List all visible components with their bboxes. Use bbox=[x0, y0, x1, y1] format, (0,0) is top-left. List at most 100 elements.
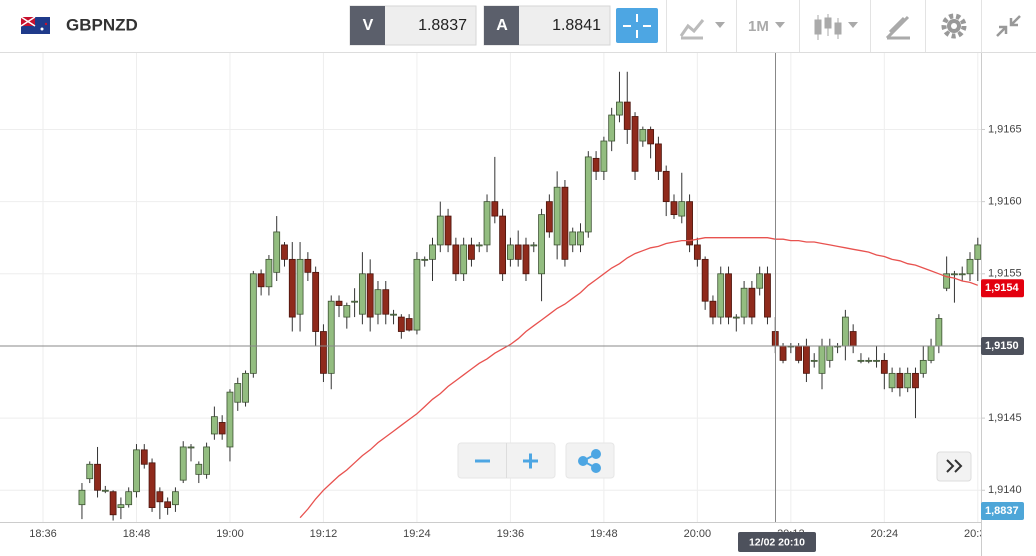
candle-body bbox=[101, 489, 109, 492]
candle-body bbox=[499, 215, 507, 275]
candle-body bbox=[803, 345, 810, 374]
chart-type-button[interactable] bbox=[679, 19, 705, 40]
x-tick-label: 20:36 bbox=[964, 528, 992, 540]
x-tick-label: 18:48 bbox=[123, 528, 151, 540]
candle-body bbox=[156, 491, 164, 503]
crosshair-icon bbox=[623, 14, 651, 38]
drawing-button[interactable] bbox=[885, 15, 910, 40]
candle-body bbox=[366, 273, 374, 318]
crosshair-button[interactable] bbox=[616, 8, 658, 43]
price-badge-label: 1,9150 bbox=[985, 340, 1019, 352]
candle-body bbox=[748, 287, 756, 318]
candle-body bbox=[249, 273, 257, 374]
candle-body bbox=[288, 258, 296, 318]
candle-body bbox=[140, 449, 148, 465]
x-tick-label: 19:48 bbox=[590, 528, 618, 540]
candle-body bbox=[413, 258, 421, 331]
zoom-controls bbox=[457, 442, 972, 482]
y-tick-label: 1,9155 bbox=[988, 268, 1022, 280]
candle-body bbox=[281, 244, 288, 260]
crosshair-time: 12/02 20:10 bbox=[749, 536, 805, 548]
candle-body bbox=[974, 244, 981, 260]
candle-body bbox=[865, 359, 873, 362]
ask-label: A bbox=[496, 17, 508, 34]
candle-body bbox=[257, 273, 265, 288]
bid-label-box bbox=[350, 6, 385, 45]
candle-body bbox=[195, 463, 203, 475]
candle-body bbox=[374, 289, 382, 315]
candle-body bbox=[397, 316, 405, 332]
price-badge bbox=[981, 279, 1024, 298]
candle-body bbox=[958, 273, 966, 276]
candle-body bbox=[904, 372, 912, 389]
candle-body bbox=[530, 244, 538, 247]
candle-body bbox=[623, 101, 631, 130]
candle-body bbox=[265, 258, 273, 288]
ask-label-box bbox=[484, 6, 519, 45]
candle-body bbox=[670, 201, 678, 216]
x-tick-label: 18:36 bbox=[29, 528, 57, 540]
candle-body bbox=[896, 372, 904, 389]
candle-body bbox=[86, 463, 94, 480]
candle-body bbox=[655, 143, 662, 172]
x-tick-label: 19:24 bbox=[403, 528, 431, 540]
flag-icon bbox=[20, 16, 50, 34]
candle-body bbox=[740, 287, 748, 318]
candle-body bbox=[382, 289, 390, 315]
candle-body bbox=[78, 489, 86, 506]
bid-badge-label: 1,8837 bbox=[985, 505, 1019, 517]
candle-body bbox=[608, 114, 616, 142]
candle-body bbox=[639, 129, 647, 142]
candle-body bbox=[725, 273, 732, 318]
candle-body bbox=[187, 446, 195, 449]
x-tick-label: 19:12 bbox=[310, 528, 338, 540]
candle-body bbox=[600, 140, 608, 172]
candle-body bbox=[491, 201, 499, 217]
candle-body bbox=[109, 491, 117, 516]
zoom-in-button[interactable] bbox=[523, 453, 538, 469]
candle-body bbox=[756, 273, 764, 289]
candle-body bbox=[203, 446, 210, 475]
settings-button[interactable] bbox=[941, 13, 967, 39]
candle-body bbox=[327, 300, 335, 374]
candle-body bbox=[335, 300, 343, 306]
dropdown-arrow bbox=[848, 22, 858, 28]
candle-body bbox=[273, 231, 281, 273]
candle-body bbox=[218, 422, 226, 435]
candle-body bbox=[133, 449, 140, 493]
candle-body bbox=[943, 273, 951, 289]
candle-body bbox=[919, 359, 927, 374]
y-tick-label: 1,9145 bbox=[988, 412, 1022, 424]
price-axis: 1,9140 1,9145 1,9150 1,9155 1,9160 1,9165 1,91… bbox=[981, 123, 1024, 520]
plot-area bbox=[0, 71, 981, 521]
candle-body bbox=[320, 331, 327, 374]
y-tick-label: 1,9165 bbox=[988, 123, 1022, 135]
moving-average-line bbox=[299, 237, 979, 519]
x-tick-label: 20:00 bbox=[684, 528, 712, 540]
candle-body bbox=[125, 491, 133, 506]
candle-body bbox=[296, 258, 304, 315]
x-tick-label: 19:00 bbox=[216, 528, 244, 540]
bid-badge bbox=[981, 502, 1024, 520]
candle-body bbox=[686, 201, 693, 246]
candle-body bbox=[647, 129, 655, 145]
timeframe-button[interactable]: 1M bbox=[748, 18, 769, 35]
candle-body bbox=[577, 231, 584, 246]
scroll-right-button[interactable] bbox=[946, 459, 963, 473]
candle-style-button[interactable] bbox=[814, 14, 842, 40]
bid-price: 1.8837 bbox=[418, 17, 467, 34]
candle-body bbox=[693, 244, 701, 260]
candle-body bbox=[561, 186, 569, 260]
candle-body bbox=[234, 383, 242, 403]
candle-body bbox=[444, 215, 452, 246]
candle-body bbox=[94, 463, 101, 491]
bid-label: V bbox=[363, 17, 374, 34]
candle-body bbox=[818, 345, 826, 374]
share-button[interactable] bbox=[578, 449, 601, 473]
collapse-button[interactable] bbox=[996, 15, 1021, 37]
candle-body bbox=[966, 258, 974, 275]
candle-body bbox=[405, 318, 413, 331]
candle-body bbox=[810, 359, 818, 362]
candle-body bbox=[343, 305, 351, 318]
